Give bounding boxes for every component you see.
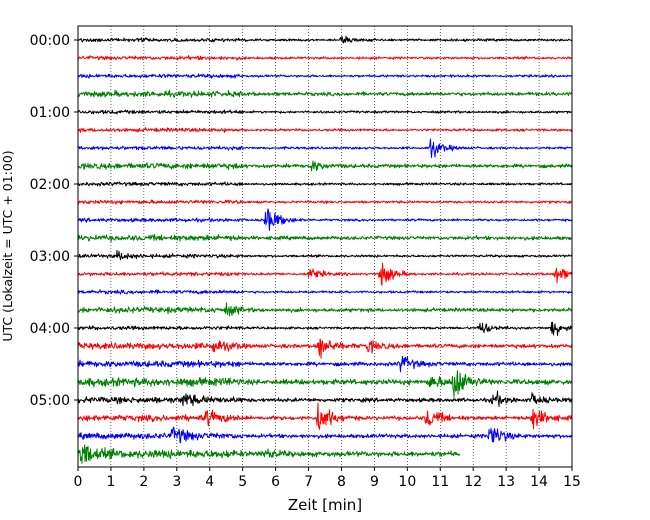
trace-0430 <box>77 355 573 373</box>
x-tick-label: 8 <box>337 474 346 490</box>
x-tick-label: 5 <box>238 474 247 490</box>
y-tick-label: 05:00 <box>30 393 70 409</box>
trace-0445 <box>77 370 573 398</box>
trace-0100 <box>77 109 573 115</box>
x-tick-label: 10 <box>398 474 416 490</box>
x-tick-label: 7 <box>304 474 313 490</box>
x-tick-label: 11 <box>431 474 449 490</box>
trace-0000 <box>77 35 573 44</box>
axis-ticks: 0 1 2 3 4 5 6 7 8 9 10 11 12 13 14 1500:0001:0002:0003:… <box>30 33 581 490</box>
trace-0345 <box>77 302 573 317</box>
x-tick-label: 6 <box>271 474 280 490</box>
x-tick-label: 13 <box>497 474 515 490</box>
trace-0545 <box>77 444 461 464</box>
trace-0330 <box>77 289 573 295</box>
y-tick-label: 00:00 <box>30 33 70 49</box>
trace-0500 <box>77 390 573 408</box>
trace-0200 <box>77 181 573 187</box>
trace-0315 <box>77 262 573 286</box>
trace-0015 <box>77 55 573 61</box>
x-tick-label: 9 <box>370 474 379 490</box>
plot-frame <box>77 25 573 468</box>
trace-0415 <box>77 338 573 359</box>
x-tick-label: 4 <box>205 474 214 490</box>
x-tick-label: 3 <box>172 474 181 490</box>
y-tick-label: 02:00 <box>30 177 70 193</box>
trace-0400 <box>77 321 573 336</box>
x-axis-label: Zeit [min] <box>288 496 362 514</box>
trace-0045 <box>77 89 573 98</box>
x-tick-label: 1 <box>106 474 115 490</box>
x-tick-label: 2 <box>139 474 148 490</box>
trace-0300 <box>77 249 573 261</box>
x-tick-label: 0 <box>74 474 83 490</box>
x-tick-label: 14 <box>530 474 548 490</box>
trace-0215 <box>77 199 573 205</box>
seismic-traces <box>77 35 573 464</box>
trace-0115 <box>77 127 573 133</box>
trace-0230 <box>77 208 573 231</box>
trace-0130 <box>77 138 573 158</box>
x-tick-label: 12 <box>464 474 482 490</box>
y-tick-label: 01:00 <box>30 105 70 121</box>
x-tick-label: 15 <box>563 474 581 490</box>
y-axis-label: UTC (Lokalzeit = UTC + 01:00) <box>0 150 15 341</box>
trace-0145 <box>77 160 573 172</box>
y-tick-label: 04:00 <box>30 321 70 337</box>
trace-0030 <box>77 73 573 79</box>
y-tick-label: 03:00 <box>30 249 70 265</box>
trace-0530 <box>77 426 573 444</box>
trace-0245 <box>77 234 573 243</box>
trace-0515 <box>77 402 573 430</box>
